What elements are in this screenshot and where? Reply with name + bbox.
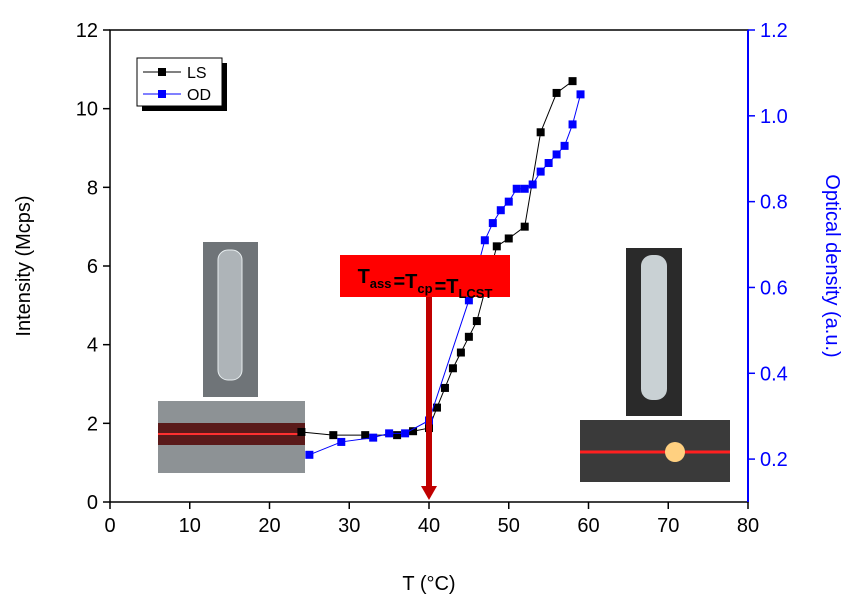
- data-point: [337, 437, 346, 446]
- data-point: [456, 348, 465, 357]
- data-point: [568, 120, 577, 129]
- y-tick-label: 0: [87, 492, 98, 514]
- data-point: [488, 219, 497, 228]
- data-point: [305, 450, 314, 459]
- y2-tick-label: 0.4: [760, 363, 788, 385]
- data-point: [409, 427, 418, 436]
- data-point: [432, 403, 441, 412]
- photos: [158, 242, 730, 482]
- x-tick-label: 70: [657, 515, 679, 537]
- data-point: [329, 431, 338, 440]
- data-point: [504, 234, 513, 243]
- annotation-symbol: T: [446, 276, 458, 298]
- data-point: [544, 159, 553, 168]
- tube: [217, 249, 243, 381]
- annotation-symbol: T: [405, 271, 417, 293]
- data-point: [393, 431, 402, 440]
- data-point: [520, 184, 529, 193]
- legend-label: LS: [187, 65, 207, 82]
- data-point: [369, 433, 378, 442]
- data-point: [492, 242, 501, 251]
- data-point: [552, 150, 561, 159]
- data-point: [464, 332, 473, 341]
- data-point: [472, 317, 481, 326]
- y-axis-label: Intensity (Mcps): [13, 195, 35, 336]
- x-tick-label: 50: [498, 515, 520, 537]
- annotation-box: [340, 255, 510, 297]
- x-tick-label: 40: [418, 515, 440, 537]
- data-point: [528, 180, 537, 189]
- data-point: [297, 427, 306, 436]
- annotation-separator: =: [393, 271, 405, 293]
- data-point: [520, 222, 529, 231]
- data-point: [552, 88, 561, 97]
- tube: [641, 255, 667, 400]
- annotation-symbol: T: [358, 266, 370, 288]
- x-tick-label: 60: [577, 515, 599, 537]
- data-point: [361, 431, 370, 440]
- y2-tick-label: 0.6: [760, 277, 788, 299]
- data-point: [440, 383, 449, 392]
- annotation-arrowhead: [421, 486, 437, 500]
- data-point: [480, 236, 489, 245]
- x-tick-label: 30: [338, 515, 360, 537]
- data-point: [496, 206, 505, 215]
- y-tick-label: 8: [87, 177, 98, 199]
- data-point: [448, 364, 457, 373]
- annotation-subscript: cp: [417, 281, 432, 296]
- x-tick-label: 10: [179, 515, 201, 537]
- data-point: [560, 141, 569, 150]
- annotation-subscript: ass: [370, 276, 392, 291]
- data-point: [401, 429, 410, 438]
- y2-tick-label: 0.8: [760, 192, 788, 214]
- laser-spot: [665, 442, 685, 462]
- data-point: [536, 167, 545, 176]
- y2-tick-label: 0.2: [760, 449, 788, 471]
- legend-label: OD: [187, 87, 211, 104]
- legend-marker: [158, 68, 166, 76]
- x-tick-label: 20: [258, 515, 280, 537]
- x-tick-label: 80: [737, 515, 759, 537]
- legend-box: [136, 57, 223, 107]
- data-point: [536, 128, 545, 137]
- data-point: [512, 184, 521, 193]
- x-tick-label: 0: [104, 515, 115, 537]
- data-point: [464, 296, 473, 305]
- y2-tick-label: 1.2: [760, 20, 788, 42]
- annotation-separator: =: [435, 276, 447, 298]
- y2-tick-label: 1.0: [760, 106, 788, 128]
- y-tick-label: 10: [76, 99, 98, 121]
- y-tick-label: 4: [87, 335, 98, 357]
- y-tick-label: 6: [87, 256, 98, 278]
- annotation-subscript: LCST: [458, 286, 492, 301]
- data-point: [576, 90, 585, 99]
- y-tick-label: 12: [76, 20, 98, 42]
- y2-axis-label: Optical density (a.u.): [821, 174, 843, 357]
- x-axis-label: T (°C): [402, 573, 455, 595]
- legend-marker: [158, 90, 166, 98]
- data-point: [504, 197, 513, 206]
- y-tick-label: 2: [87, 413, 98, 435]
- annotation: Tass =Tcp =TLCST: [358, 266, 493, 301]
- data-point: [385, 429, 394, 438]
- data-point: [568, 77, 577, 86]
